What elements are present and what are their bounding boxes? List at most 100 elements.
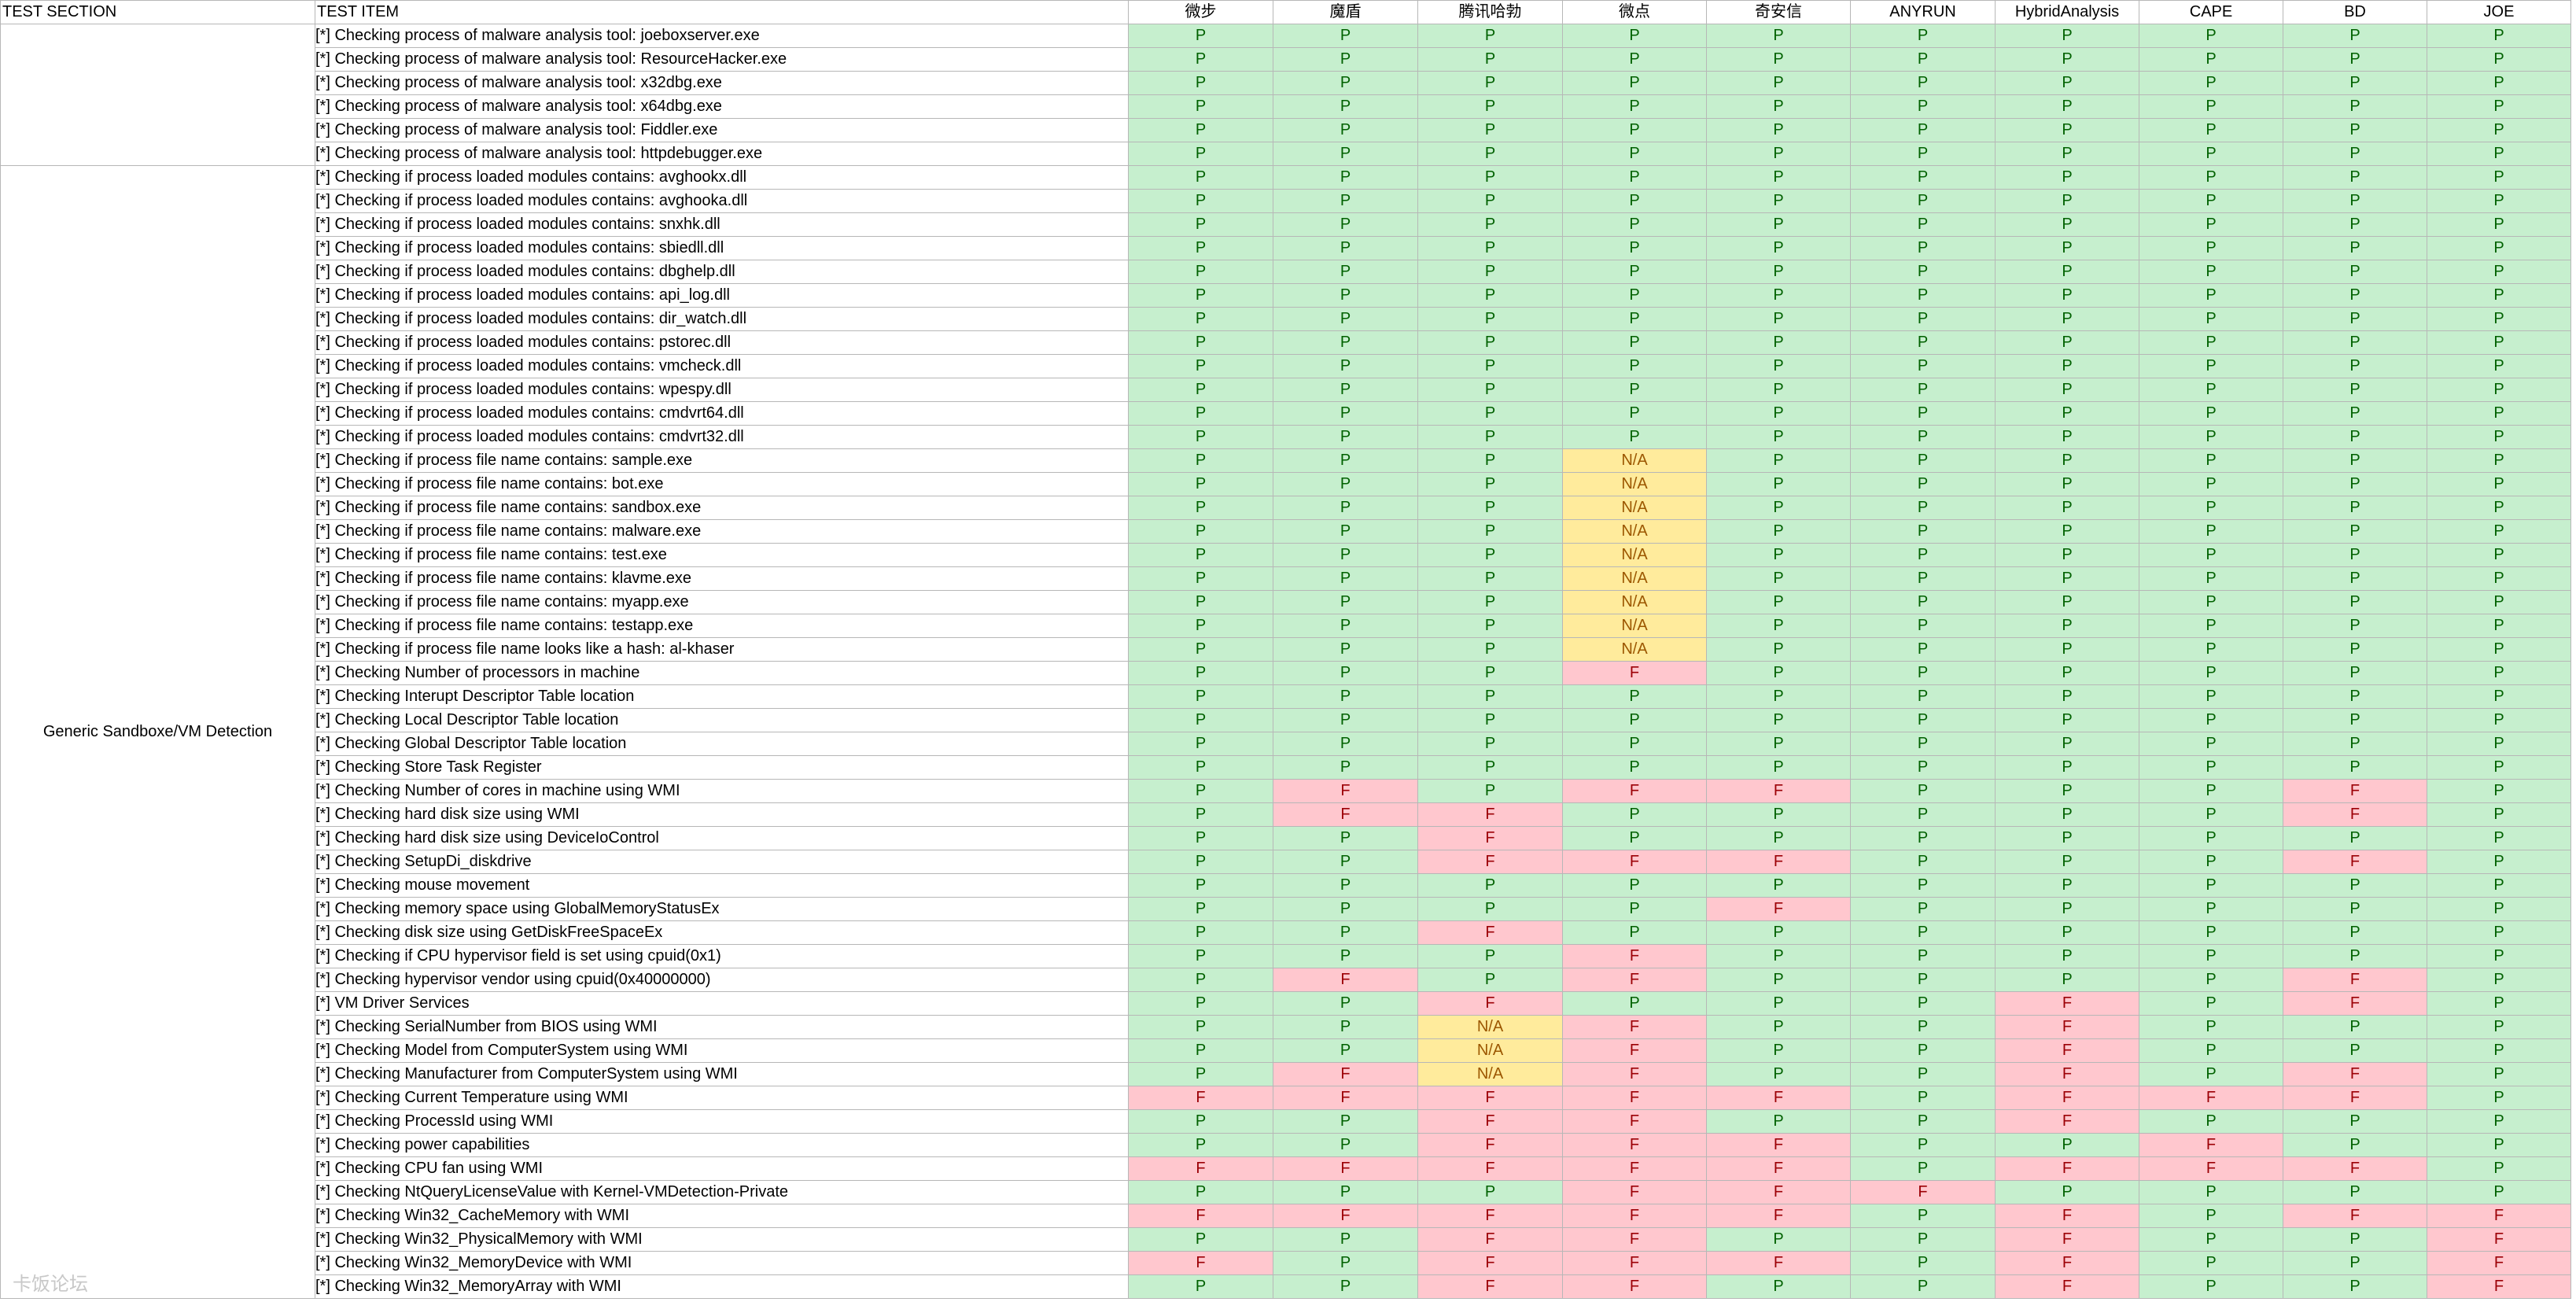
result-cell[interactable]: P xyxy=(2283,165,2427,190)
result-cell[interactable]: P xyxy=(1417,472,1563,496)
result-cell[interactable]: N/A xyxy=(1417,1015,1563,1039)
result-cell[interactable]: P xyxy=(1850,732,1996,756)
result-cell[interactable]: P xyxy=(1417,71,1563,95)
result-cell[interactable]: P xyxy=(2427,425,2571,449)
result-cell[interactable]: F xyxy=(1128,1156,1273,1181)
result-cell[interactable]: F xyxy=(1273,1156,1418,1181)
result-cell[interactable]: P xyxy=(1417,142,1563,166)
result-cell[interactable]: F xyxy=(1417,1109,1563,1134)
result-cell[interactable]: P xyxy=(1706,684,1851,709)
result-cell[interactable]: F xyxy=(1562,1109,1707,1134)
result-cell[interactable]: F xyxy=(1706,779,1851,803)
result-cell[interactable]: P xyxy=(2139,1038,2283,1063)
result-cell[interactable]: P xyxy=(1706,920,1851,945)
result-cell[interactable]: P xyxy=(1850,944,1996,968)
result-cell[interactable]: P xyxy=(1417,330,1563,355)
result-cell[interactable]: P xyxy=(2283,826,2427,850)
result-cell[interactable]: P xyxy=(1706,472,1851,496)
test-item-cell[interactable]: [*] VM Driver Services xyxy=(315,991,1129,1016)
result-cell[interactable]: P xyxy=(1273,94,1418,119)
result-cell[interactable]: P xyxy=(2427,307,2571,331)
result-cell[interactable]: P xyxy=(2139,118,2283,142)
result-cell[interactable]: P xyxy=(1995,401,2139,426)
result-cell[interactable]: P xyxy=(2427,378,2571,402)
result-cell[interactable]: F xyxy=(1417,1086,1563,1110)
result-cell[interactable]: N/A xyxy=(1562,566,1707,591)
result-cell[interactable]: P xyxy=(2139,614,2283,638)
test-item-cell[interactable]: [*] Checking if process file name contai… xyxy=(315,566,1129,591)
result-cell[interactable]: P xyxy=(2427,1086,2571,1110)
result-cell[interactable]: P xyxy=(2427,1038,2571,1063)
result-cell[interactable]: F xyxy=(1273,779,1418,803)
result-cell[interactable]: P xyxy=(1562,94,1707,119)
result-cell[interactable]: P xyxy=(1128,118,1273,142)
result-cell[interactable]: P xyxy=(2139,142,2283,166)
result-cell[interactable]: F xyxy=(1706,1204,1851,1228)
header-vendor[interactable]: CAPE xyxy=(2139,0,2283,24)
test-item-cell[interactable]: [*] Checking process of malware analysis… xyxy=(315,142,1129,166)
result-cell[interactable]: P xyxy=(1706,1015,1851,1039)
result-cell[interactable]: F xyxy=(1128,1086,1273,1110)
result-cell[interactable]: P xyxy=(1995,684,2139,709)
result-cell[interactable]: P xyxy=(1273,1038,1418,1063)
result-cell[interactable]: P xyxy=(2283,283,2427,308)
test-item-cell[interactable]: [*] Checking if process file name contai… xyxy=(315,472,1129,496)
result-cell[interactable]: P xyxy=(2139,94,2283,119)
result-cell[interactable]: F xyxy=(2139,1086,2283,1110)
result-cell[interactable]: P xyxy=(1273,590,1418,614)
result-cell[interactable]: P xyxy=(1562,897,1707,921)
result-cell[interactable]: P xyxy=(1850,307,1996,331)
result-cell[interactable]: P xyxy=(2283,708,2427,732)
result-cell[interactable]: P xyxy=(1706,614,1851,638)
result-cell[interactable]: F xyxy=(1417,1227,1563,1252)
result-cell[interactable]: P xyxy=(2139,47,2283,72)
result-cell[interactable]: P xyxy=(2139,1180,2283,1204)
result-cell[interactable]: P xyxy=(1417,47,1563,72)
result-cell[interactable]: P xyxy=(1850,897,1996,921)
result-cell[interactable]: F xyxy=(1562,1038,1707,1063)
result-cell[interactable]: P xyxy=(1417,708,1563,732)
result-cell[interactable]: P xyxy=(2283,378,2427,402)
result-cell[interactable]: P xyxy=(1128,47,1273,72)
result-cell[interactable]: P xyxy=(1128,1015,1273,1039)
result-cell[interactable]: P xyxy=(1562,165,1707,190)
result-cell[interactable]: P xyxy=(1706,708,1851,732)
result-cell[interactable]: F xyxy=(1995,1227,2139,1252)
result-cell[interactable]: P xyxy=(1128,991,1273,1016)
result-cell[interactable]: P xyxy=(1706,71,1851,95)
result-cell[interactable]: P xyxy=(2139,920,2283,945)
test-item-cell[interactable]: [*] Checking if process file name contai… xyxy=(315,614,1129,638)
result-cell[interactable]: P xyxy=(2139,283,2283,308)
result-cell[interactable]: F xyxy=(1417,1204,1563,1228)
result-cell[interactable]: P xyxy=(1995,260,2139,284)
result-cell[interactable]: P xyxy=(2427,873,2571,898)
result-cell[interactable]: P xyxy=(2427,519,2571,544)
result-cell[interactable]: P xyxy=(2427,212,2571,237)
result-cell[interactable]: P xyxy=(2139,1227,2283,1252)
result-cell[interactable]: P xyxy=(1128,802,1273,827)
result-cell[interactable]: F xyxy=(1995,1274,2139,1299)
test-item-cell[interactable]: [*] Checking mouse movement xyxy=(315,873,1129,898)
result-cell[interactable]: P xyxy=(1128,236,1273,260)
result-cell[interactable]: P xyxy=(1273,1251,1418,1275)
result-cell[interactable]: P xyxy=(1706,566,1851,591)
result-cell[interactable]: P xyxy=(1850,1015,1996,1039)
result-cell[interactable]: F xyxy=(2283,1086,2427,1110)
result-cell[interactable]: P xyxy=(1706,142,1851,166)
result-cell[interactable]: P xyxy=(2139,1251,2283,1275)
result-cell[interactable]: P xyxy=(2427,850,2571,874)
result-cell[interactable]: P xyxy=(2139,826,2283,850)
result-cell[interactable]: P xyxy=(1273,448,1418,473)
result-cell[interactable]: P xyxy=(1128,850,1273,874)
header-vendor[interactable]: 微点 xyxy=(1562,0,1707,24)
result-cell[interactable]: P xyxy=(1128,732,1273,756)
result-cell[interactable]: P xyxy=(1417,24,1563,48)
result-cell[interactable]: P xyxy=(1850,354,1996,378)
result-cell[interactable]: P xyxy=(2427,661,2571,685)
test-item-cell[interactable]: [*] Checking if process file name contai… xyxy=(315,448,1129,473)
header-vendor[interactable]: HybridAnalysis xyxy=(1995,0,2139,24)
result-cell[interactable]: F xyxy=(1706,1133,1851,1157)
result-cell[interactable]: P xyxy=(2283,236,2427,260)
result-cell[interactable]: P xyxy=(2283,1133,2427,1157)
result-cell[interactable]: P xyxy=(2139,496,2283,520)
